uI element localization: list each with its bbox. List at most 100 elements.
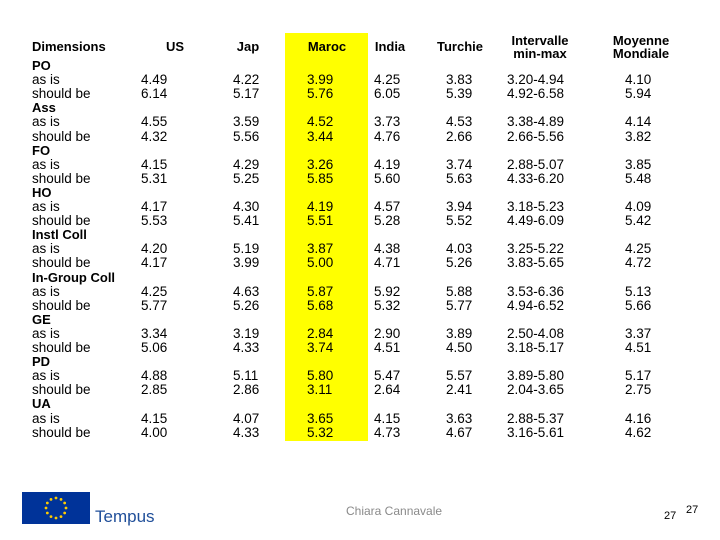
cell: 5.66: [625, 297, 652, 313]
cell: 3.94: [446, 199, 473, 214]
cell: 4.03: [446, 241, 473, 257]
flag-star: [64, 506, 68, 510]
column-header: Dimensions: [32, 39, 106, 54]
cell: 3.38-4.89: [507, 114, 565, 130]
flag-star: [54, 516, 58, 520]
cell: 4.20: [141, 241, 168, 257]
cell: 3.83: [446, 72, 473, 88]
cell: 5.52: [446, 213, 473, 229]
cell: 4.25: [374, 72, 401, 88]
cell: 5.25: [233, 170, 260, 186]
cell: 4.17: [141, 199, 168, 214]
cell: 5.13: [625, 283, 652, 299]
row-label: should be: [32, 255, 91, 271]
cell: 5.17: [625, 368, 652, 384]
cell: 3.65: [307, 410, 334, 426]
cell: 3.89-5.80: [507, 368, 565, 384]
column-header: US: [165, 39, 185, 54]
logo-text: Tempus: [95, 507, 155, 526]
cell: 2.50-4.08: [507, 325, 565, 341]
cell: 4.25: [625, 241, 652, 257]
row-label: should be: [32, 213, 91, 229]
cell: 5.80: [307, 368, 334, 384]
cell: 4.09: [625, 199, 652, 214]
cell: 5.77: [446, 297, 473, 313]
cell: 5.77: [141, 297, 168, 313]
cell: 5.11: [233, 368, 259, 384]
cell: 4.72: [625, 255, 652, 271]
cell: 5.19: [233, 241, 260, 257]
cell: 5.41: [233, 213, 260, 229]
cell: 5.42: [625, 213, 652, 229]
cell: 4.00: [141, 424, 168, 440]
cell: 5.88: [446, 283, 473, 299]
cell: 5.92: [374, 283, 401, 299]
column-header: Maroc: [307, 39, 347, 54]
cell: 3.20-4.94: [507, 72, 565, 88]
cell: 4.15: [141, 156, 168, 172]
cell: 4.94-6.52: [507, 297, 565, 313]
cell: 5.56: [233, 128, 260, 144]
cell: 4.19: [374, 156, 401, 172]
cell: 4.88: [141, 368, 168, 384]
cell: 3.63: [446, 410, 473, 426]
cell: 3.87: [307, 241, 334, 257]
row-label: as is: [32, 114, 60, 130]
cell: 4.15: [141, 410, 168, 426]
cell: 4.76: [374, 128, 401, 144]
cell: 4.30: [233, 199, 260, 214]
cell: 4.50: [446, 340, 473, 355]
cell: 2.66: [446, 128, 473, 144]
row-label: as is: [32, 283, 60, 299]
group-label: GE: [32, 311, 51, 327]
cell: 5.32: [307, 424, 334, 440]
cell: 2.88-5.37: [507, 410, 565, 426]
cell: 4.15: [374, 410, 401, 426]
group-label: PD: [32, 354, 51, 370]
cell: 4.16: [625, 410, 652, 426]
cell: 5.85: [307, 170, 334, 186]
cell: 2.85: [141, 382, 168, 398]
cell: 6.14: [141, 86, 168, 102]
cell: 5.39: [446, 86, 473, 102]
column-header: Moyenne Mondiale: [612, 33, 670, 61]
cell: 4.19: [307, 199, 334, 214]
group-label: In-Group Coll: [32, 269, 116, 285]
cell: 4.63: [233, 283, 260, 299]
group-label: UA: [32, 396, 51, 412]
group-label: Ass: [32, 100, 56, 116]
cell: 5.60: [374, 170, 401, 186]
cell: 4.33: [233, 340, 260, 355]
cell: 5.63: [446, 170, 473, 186]
flag-star: [44, 506, 48, 510]
cell: 4.62: [625, 424, 652, 440]
row-label: should be: [32, 297, 91, 313]
cell: 2.41: [446, 382, 473, 398]
cell: 3.25-5.22: [507, 241, 565, 257]
cell: 5.17: [233, 86, 260, 102]
cell: 2.75: [625, 382, 652, 398]
cell: 2.04-3.65: [507, 382, 565, 398]
slide-number: 27: [686, 504, 699, 516]
cell: 4.67: [446, 424, 473, 440]
cell: 5.57: [446, 368, 473, 384]
row-label: should be: [32, 170, 91, 186]
row-label: as is: [32, 410, 60, 426]
cell: 5.68: [307, 297, 334, 313]
cell: 4.55: [141, 114, 168, 130]
cell: 3.99: [307, 72, 334, 88]
cell: 5.32: [374, 297, 401, 313]
column-header: Intervalle min-max: [511, 33, 569, 61]
cell: 4.49: [141, 72, 168, 88]
cell: 4.07: [233, 410, 260, 426]
row-label: as is: [32, 368, 60, 384]
cell: 2.66-5.56: [507, 128, 565, 144]
cell: 4.51: [374, 340, 401, 355]
row-label: should be: [32, 86, 91, 102]
cell: 4.14: [625, 114, 652, 130]
cell: 3.73: [374, 114, 401, 130]
cell: 4.29: [233, 156, 260, 172]
cell: 3.74: [446, 156, 473, 172]
cell: 4.25: [141, 283, 168, 299]
